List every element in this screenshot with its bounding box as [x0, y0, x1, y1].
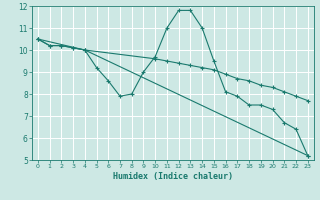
X-axis label: Humidex (Indice chaleur): Humidex (Indice chaleur): [113, 172, 233, 181]
